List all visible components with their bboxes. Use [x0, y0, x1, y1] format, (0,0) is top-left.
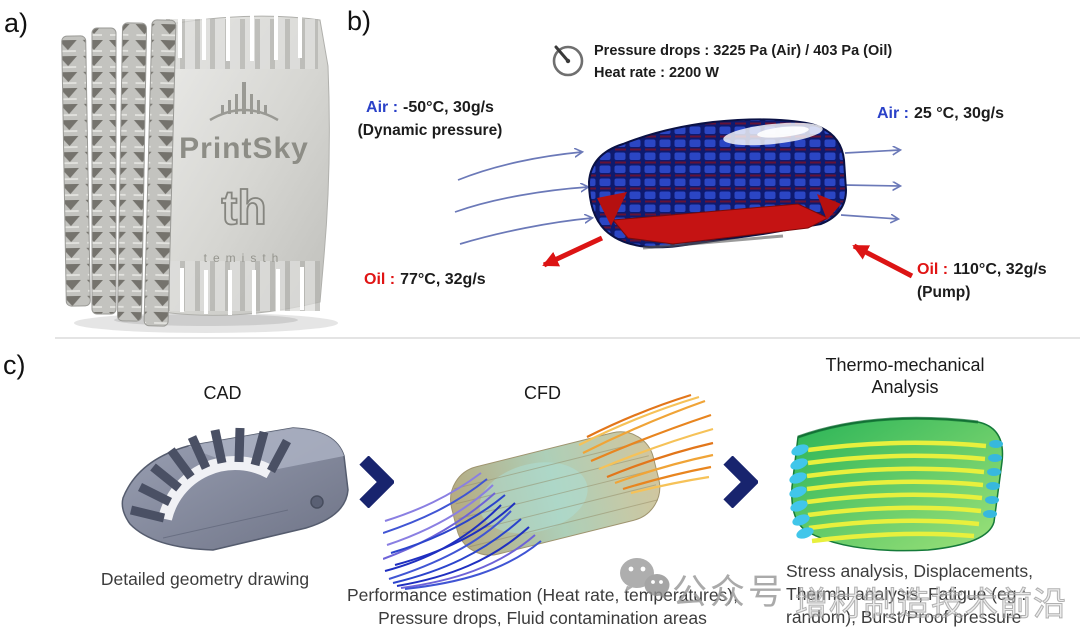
- step-title-cfd: CFD: [524, 383, 561, 403]
- air-outlet-note: Air : 25 °C, 30g/s: [877, 102, 1004, 125]
- brand-text: PrintSky: [179, 132, 309, 165]
- cad-fin-fan: [129, 427, 291, 523]
- caption-line: Stress analysis, Displacements,: [786, 561, 1034, 581]
- performance-metrics: Pressure drops : 3225 Pa (Air) / 403 Pa …: [594, 40, 892, 84]
- oil-outlet-value: 77°C, 32g/s: [400, 271, 486, 288]
- caption-line: Pressure drops, Fluid contamination area…: [378, 608, 707, 628]
- air-inlet-note: Air : -50°C, 30g/s (Dynamic pressure): [340, 96, 520, 142]
- cfd-blue-streamlines: [383, 472, 542, 590]
- air-inlet-value: -50°C, 30g/s: [403, 99, 494, 116]
- pressure-drops-text: Pressure drops : 3225 Pa (Air) / 403 Pa …: [594, 43, 893, 59]
- air-outlet-value: 25 °C, 30g/s: [914, 105, 1004, 122]
- fea-yellow-stripes: [806, 440, 987, 544]
- fea-cyan-edges: [789, 440, 1003, 539]
- caption-cfd: Performance estimation (Heat rate, tempe…: [315, 584, 770, 630]
- air-outlet-label: Air :: [877, 105, 909, 122]
- cad-model-image: [121, 427, 349, 551]
- oil-inlet-subnote: (Pump): [917, 284, 971, 301]
- printsky-skyline-icon: [209, 82, 279, 122]
- caption-thermo: Stress analysis, Displacements, Thermal …: [786, 560, 1080, 629]
- th-logo-mark: th: [221, 182, 266, 235]
- oil-outlet-note: Oil :77°C, 32g/s: [364, 268, 486, 291]
- printed-heat-exchanger-photo: PrintSky th temisth: [61, 13, 338, 333]
- watermark-badge: 公众号: [672, 573, 787, 612]
- fea-model-image: [789, 416, 1004, 552]
- caption-line: Performance estimation (Heat rate, tempe…: [347, 585, 738, 605]
- air-inlet-subnote: (Dynamic pressure): [357, 122, 503, 139]
- panel-c-label: c): [3, 350, 26, 380]
- panel-b-graphics: [454, 45, 914, 279]
- air-inlet-label: Air :: [366, 99, 399, 116]
- serrated-fin-columns: [61, 19, 177, 327]
- watermark-name: 增材制造技术前沿: [795, 585, 1067, 623]
- oil-inlet-value: 110°C, 32g/s: [953, 261, 1047, 278]
- cfd-core-body: [450, 431, 661, 556]
- heat-rate-text: Heat rate : 2200 W: [594, 65, 719, 81]
- heat-exchanger-render: [587, 118, 848, 250]
- air-inflow-arrows: [454, 152, 592, 245]
- oil-inlet-label: Oil :: [917, 261, 949, 278]
- panel-a-label: a): [4, 8, 29, 38]
- oil-flow-arrows: [542, 235, 914, 279]
- chevron-icon: [359, 456, 394, 508]
- oil-core-red: [612, 203, 830, 245]
- air-outflow-arrows: [840, 150, 900, 219]
- wechat-icon: [620, 558, 670, 600]
- caption-line: Thermal analysis, Fatigue (eg :: [786, 584, 1027, 604]
- oil-inlet-note: Oil :110°C, 32g/s (Pump): [917, 258, 1047, 304]
- panel-b-label: b): [347, 6, 372, 36]
- chevron-icon: [723, 456, 758, 508]
- cfd-model-image: [383, 393, 714, 590]
- top-fin-slots: [178, 13, 302, 61]
- top-fin-grooves: [166, 19, 318, 69]
- panel-divider: [55, 337, 1080, 339]
- caption-cad: Detailed geometry drawing: [40, 568, 370, 591]
- step-title-thermo: Thermo-mechanical Analysis: [825, 355, 985, 397]
- gauge-icon: [552, 45, 584, 77]
- oil-outlet-label: Oil :: [364, 271, 396, 288]
- bottom-fin-slots: [180, 267, 304, 315]
- bottom-fin-grooves: [168, 261, 320, 311]
- cad-white-band: [158, 456, 274, 521]
- caption-line: random), Burst/Proof pressure: [786, 607, 1022, 627]
- step-title-cad: CAD: [203, 383, 242, 403]
- caption-line: Detailed geometry drawing: [100, 569, 310, 589]
- logo-subtext: temisth: [204, 251, 285, 265]
- cfd-orange-streamlines: [578, 393, 714, 495]
